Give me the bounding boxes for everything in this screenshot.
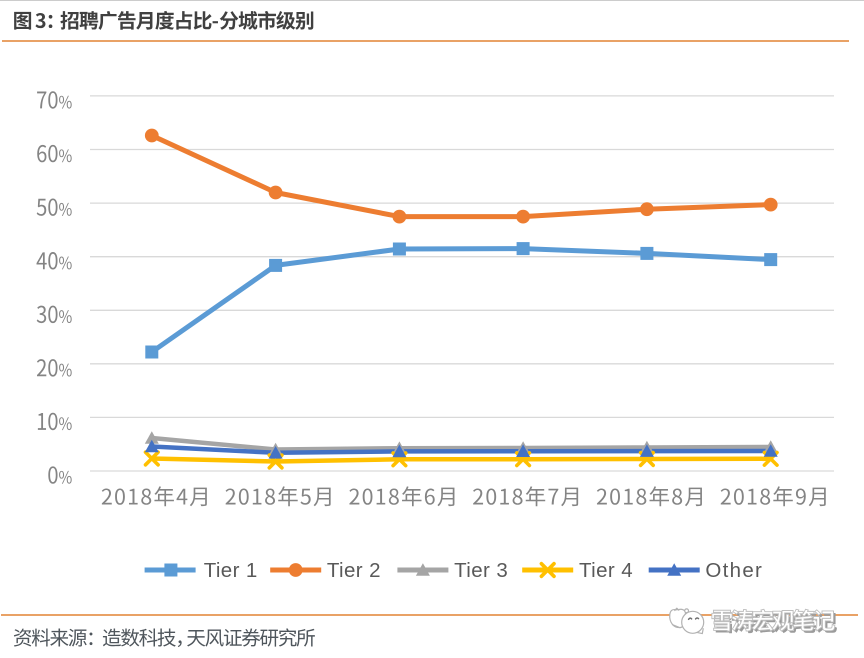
- svg-text:Tier 2: Tier 2: [327, 559, 381, 582]
- svg-text:Tier 4: Tier 4: [579, 559, 633, 582]
- svg-text:Other: Other: [705, 559, 763, 582]
- svg-text:Tier 1: Tier 1: [204, 559, 258, 582]
- svg-text:Tier 3: Tier 3: [454, 559, 508, 582]
